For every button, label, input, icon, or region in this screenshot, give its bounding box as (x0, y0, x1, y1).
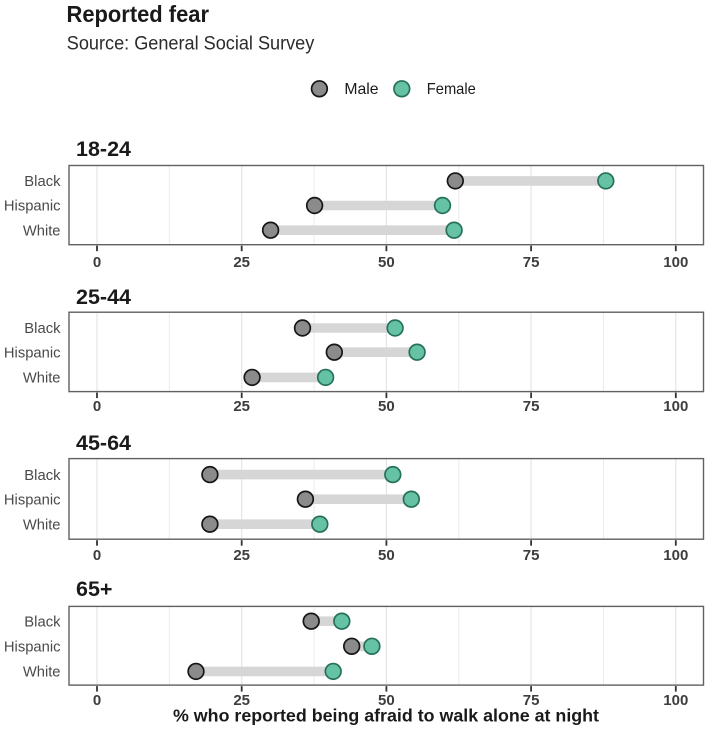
svg-text:Male: Male (344, 81, 378, 98)
svg-text:Source: General Social Survey: Source: General Social Survey (67, 33, 315, 54)
svg-text:Black: Black (24, 613, 61, 630)
svg-text:White: White (23, 664, 61, 681)
svg-text:45-64: 45-64 (76, 431, 131, 455)
svg-text:100: 100 (663, 692, 688, 709)
svg-text:25: 25 (233, 398, 250, 415)
svg-text:Reported fear: Reported fear (67, 1, 210, 27)
svg-text:50: 50 (378, 398, 395, 415)
svg-text:White: White (23, 222, 61, 239)
svg-text:White: White (23, 516, 61, 533)
svg-text:75: 75 (523, 692, 540, 709)
svg-text:Hispanic: Hispanic (4, 639, 61, 656)
svg-text:25-44: 25-44 (76, 285, 131, 309)
svg-text:75: 75 (523, 547, 540, 564)
svg-text:75: 75 (523, 254, 540, 271)
svg-text:25: 25 (233, 254, 250, 271)
svg-text:0: 0 (93, 692, 101, 709)
svg-text:Black: Black (24, 320, 61, 337)
svg-text:Black: Black (24, 173, 61, 190)
svg-text:Hispanic: Hispanic (4, 491, 61, 508)
svg-text:100: 100 (663, 254, 688, 271)
svg-text:Hispanic: Hispanic (4, 344, 61, 361)
svg-text:% who reported being afraid to: % who reported being afraid to walk alon… (173, 706, 599, 726)
svg-text:White: White (23, 370, 61, 387)
svg-text:Black: Black (24, 467, 61, 484)
svg-text:0: 0 (93, 254, 101, 271)
svg-text:18-24: 18-24 (76, 137, 131, 161)
svg-text:25: 25 (233, 547, 250, 564)
svg-text:65+: 65+ (76, 577, 112, 601)
svg-text:50: 50 (378, 692, 395, 709)
svg-text:0: 0 (93, 547, 101, 564)
svg-text:50: 50 (378, 254, 395, 271)
svg-text:75: 75 (523, 398, 540, 415)
svg-text:100: 100 (663, 398, 688, 415)
svg-text:100: 100 (663, 547, 688, 564)
svg-text:50: 50 (378, 547, 395, 564)
svg-text:0: 0 (93, 398, 101, 415)
svg-text:Hispanic: Hispanic (4, 198, 61, 215)
svg-text:Female: Female (427, 81, 476, 98)
svg-text:25: 25 (233, 692, 250, 709)
